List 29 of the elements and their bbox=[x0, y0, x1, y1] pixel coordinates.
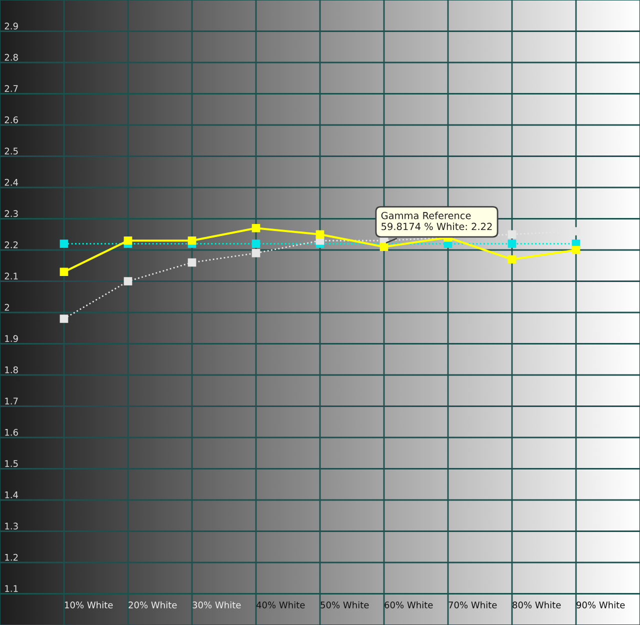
x-tick-label: 70% White bbox=[448, 601, 497, 608]
y-tick-label: 2 bbox=[4, 304, 10, 311]
y-tick-label: 2.5 bbox=[4, 148, 18, 154]
y-tick-label: 1.2 bbox=[5, 554, 18, 561]
y-tick-label: 1.1 bbox=[5, 585, 18, 592]
y-tick-label: 2.2 bbox=[4, 241, 18, 248]
y-tick-label: 2.8 bbox=[4, 54, 18, 61]
y-tick-label: 1.3 bbox=[5, 522, 18, 530]
y-tick-label: 2.6 bbox=[4, 116, 18, 124]
x-tick-label: 40% White bbox=[256, 601, 305, 608]
y-tick-label: 1.9 bbox=[5, 335, 18, 342]
y-tick-label: 2.3 bbox=[4, 210, 18, 217]
annotation: Gamma Reference 59.8174 % White: 2.22 bbox=[381, 212, 492, 230]
x-tick-label: 80% White bbox=[512, 601, 561, 608]
x-tick-label: 10% White bbox=[64, 601, 113, 608]
y-tick-label: 1.5 bbox=[5, 460, 18, 467]
y-tick-label: 1.7 bbox=[5, 398, 18, 404]
x-tick-label: 90% White bbox=[576, 601, 625, 608]
y-tick-label: 1.6 bbox=[5, 428, 18, 436]
y-tick-label: 2.7 bbox=[4, 85, 18, 92]
x-tick-label: 60% White bbox=[384, 601, 433, 608]
y-tick-label: 1.4 bbox=[5, 492, 18, 498]
y-tick-label: 2.9 bbox=[4, 22, 18, 30]
x-tick-label: 20% White bbox=[128, 601, 177, 608]
x-tick-label: 30% White bbox=[192, 601, 241, 608]
y-tick-label: 2.4 bbox=[4, 178, 18, 186]
y-tick-label: 2.1 bbox=[4, 272, 18, 280]
x-tick-label: 50% White bbox=[320, 601, 369, 608]
y-tick-label: 1.8 bbox=[5, 366, 18, 374]
